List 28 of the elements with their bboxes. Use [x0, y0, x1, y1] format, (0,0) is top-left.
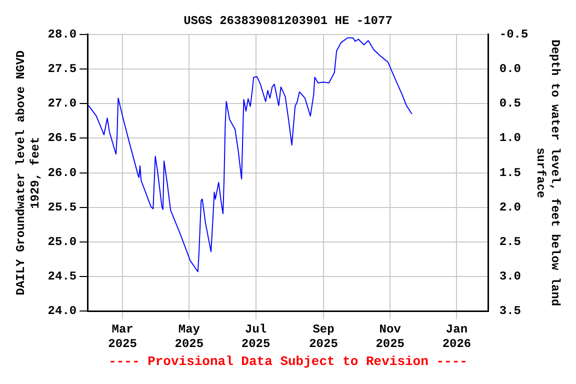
x-tick-label: Nov 2025 [376, 322, 405, 351]
y-axis-title: DAILY Groundwater level above NGVD 1929, feet [14, 50, 43, 296]
y2-tick-label: 1.5 [499, 166, 522, 180]
y2-tick-label: 0.0 [499, 62, 522, 76]
text: ---- Provisional Data Subject to Revision ---- [108, 354, 468, 369]
y2-tick-label: 3.0 [499, 270, 522, 284]
y-tick-label: 25.5 [48, 200, 77, 214]
y2-axis-title: Depth to water level, feet below land surface [533, 40, 562, 306]
y-tick-label: 28.0 [48, 27, 77, 42]
y2-tick-label: 0.5 [499, 96, 522, 111]
y-tick-label: 27.5 [48, 62, 77, 76]
y2-tick-label: 2.0 [499, 200, 522, 214]
y-tick-label: 25.0 [48, 235, 77, 250]
y-tick-label: 24.5 [48, 270, 77, 284]
y2-tick-label: 1.0 [499, 131, 522, 146]
x-tick-label: Jul 2025 [241, 322, 270, 351]
y-tick-label: 27.0 [48, 96, 77, 111]
x-tick-label: Jan 2026 [442, 322, 472, 351]
y-tick-label: 26.5 [48, 131, 77, 146]
y2-tick-label: 3.5 [499, 304, 522, 318]
x-tick-label: Mar 2025 [108, 322, 137, 351]
y2-tick-label: -0.5 [499, 27, 528, 42]
chart-title: USGS 263839081203901 HE -1077 [184, 14, 392, 28]
x-tick-label: May 2025 [174, 322, 204, 351]
y2-tick-label: 2.5 [499, 235, 522, 250]
y-tick-label: 26.0 [48, 166, 77, 180]
x-tick-label: Sep 2025 [309, 322, 338, 351]
y-tick-label: 24.0 [48, 304, 77, 318]
